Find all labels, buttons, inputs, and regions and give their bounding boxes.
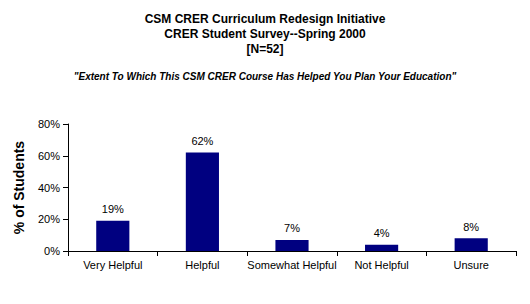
svg-text:[N=52]: [N=52] (246, 42, 283, 56)
svg-text:Helpful: Helpful (185, 259, 219, 271)
svg-text:Unsure: Unsure (453, 259, 488, 271)
svg-text:CSM CRER Curriculum Redesign I: CSM CRER Curriculum Redesign Initiative (145, 12, 386, 26)
svg-text:0%: 0% (44, 245, 60, 257)
svg-text:Not Helpful: Not Helpful (354, 259, 408, 271)
svg-text:19%: 19% (102, 203, 124, 215)
svg-text:40%: 40% (38, 182, 60, 194)
svg-text:"Extent To Which This CSM CRER: "Extent To Which This CSM CRER Course Ha… (74, 71, 457, 82)
svg-text:62%: 62% (191, 135, 213, 147)
svg-text:20%: 20% (38, 213, 60, 225)
svg-text:% of Students: % of Students (11, 141, 27, 235)
svg-text:4%: 4% (374, 227, 390, 239)
svg-text:60%: 60% (38, 150, 60, 162)
svg-text:80%: 80% (38, 118, 60, 130)
svg-text:Very Helpful: Very Helpful (83, 259, 142, 271)
svg-text:7%: 7% (284, 222, 300, 234)
svg-text:CRER Student Survey--Spring 20: CRER Student Survey--Spring 2000 (164, 27, 366, 41)
svg-text:Somewhat Helpful: Somewhat Helpful (247, 259, 336, 271)
svg-text:8%: 8% (463, 221, 479, 233)
